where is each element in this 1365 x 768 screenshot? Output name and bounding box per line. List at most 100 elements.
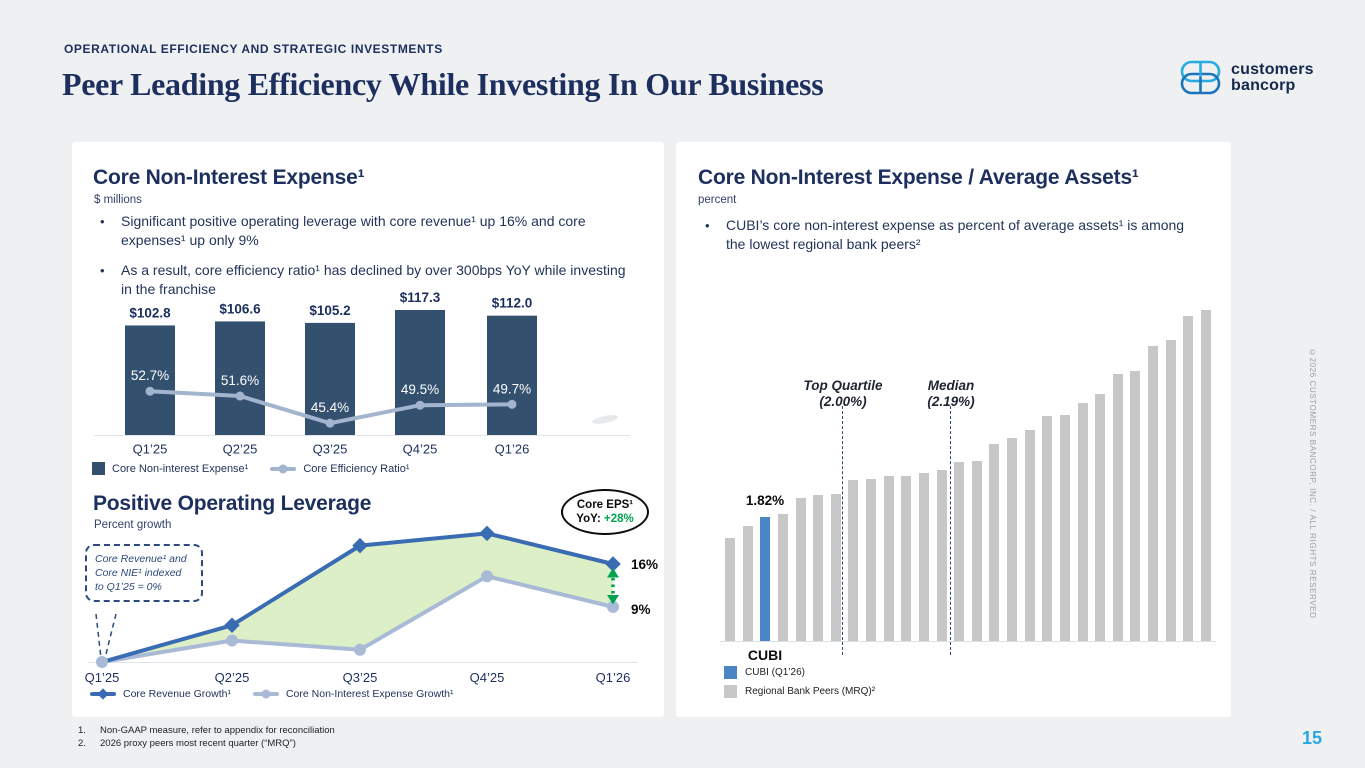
logo-text: customers bancorp — [1231, 61, 1314, 94]
efficiency-marker — [325, 418, 335, 428]
peer-bar — [971, 461, 982, 641]
leverage-chart-legend: Core Revenue Growth¹ Core Non-Interest E… — [90, 688, 453, 700]
footnote: 1. Non-GAAP measure, refer to appendix fo… — [78, 725, 335, 736]
peer-bar — [901, 476, 912, 641]
efficiency-value-label: 51.6% — [221, 373, 259, 388]
peer-bar — [1042, 416, 1053, 641]
delta-up-arrow-icon — [607, 568, 619, 578]
peers-chart-legend: CUBI (Q1’26) Regional Bank Peers (MRQ)² — [724, 666, 875, 704]
efficiency-marker — [415, 400, 425, 410]
expense-chart-unit: $ millions — [94, 194, 142, 206]
x-tick-label: Q2’25 — [223, 442, 258, 457]
legend-item: Core Revenue Growth¹ — [90, 688, 231, 700]
nie-marker — [354, 643, 366, 656]
efficiency-value-label: 49.7% — [493, 381, 531, 396]
logo-mark-icon — [1180, 60, 1221, 95]
peer-bar — [777, 514, 788, 641]
peer-bar — [989, 444, 1000, 641]
x-tick-label: Q1’26 — [596, 670, 631, 685]
x-tick-label: Q3’25 — [313, 442, 348, 457]
legend-item: Core Non-interest Expense¹ — [92, 462, 248, 475]
bar-value-label: $106.6 — [219, 301, 261, 316]
peer-bar — [1059, 415, 1070, 641]
nie-marker — [481, 570, 493, 583]
peer-bar — [725, 538, 735, 641]
x-axis-line — [720, 641, 1216, 642]
peer-bar — [1130, 371, 1141, 641]
bar-value-label: $105.2 — [309, 303, 350, 318]
x-tick-label: Q4’25 — [470, 670, 505, 685]
legend-item: Core Non-Interest Expense Growth¹ — [252, 688, 453, 700]
top-quartile-label: Top Quartile (2.00%) — [803, 378, 883, 409]
peer-bar — [1148, 346, 1158, 641]
bar-value-label: $117.3 — [400, 290, 441, 305]
legend-item: Regional Bank Peers (MRQ)² — [724, 685, 875, 698]
peer-bar — [866, 479, 876, 641]
bullet-dot: • — [100, 263, 105, 278]
right-panel: Core Non-Interest Expense / Average Asse… — [676, 142, 1231, 717]
peers-swatch-icon — [724, 685, 737, 698]
bar-value-label: $102.8 — [129, 305, 171, 320]
nie-marker — [607, 600, 619, 613]
page-title: Peer Leading Efficiency While Investing … — [62, 66, 824, 102]
efficiency-marker — [507, 399, 517, 409]
peer-bar — [1095, 394, 1106, 641]
page-number: 15 — [1302, 728, 1323, 748]
nie-marker — [96, 656, 108, 668]
peer-bar — [954, 462, 965, 641]
peer-bar — [795, 498, 806, 641]
peer-bar — [918, 473, 929, 641]
peer-bar — [1024, 430, 1035, 641]
cubi-value-label: 1.82% — [745, 493, 785, 508]
peer-bar — [1165, 340, 1176, 641]
efficiency-value-label: 45.4% — [311, 400, 349, 415]
median-line — [950, 406, 951, 655]
legend-item: Core Efficiency Ratio¹ — [270, 463, 410, 475]
leverage-chart-unit: Percent growth — [94, 519, 172, 531]
left-panel: Core Non-Interest Expense¹ $ millions • S… — [72, 142, 664, 717]
expense-bar — [487, 315, 537, 435]
bullet: • Significant positive operating leverage… — [100, 213, 586, 248]
peers-chart-title: Core Non-Interest Expense / Average Asse… — [698, 166, 1139, 189]
leverage-chart-title: Positive Operating Leverage — [93, 492, 372, 515]
peer-bar — [1077, 403, 1088, 641]
peer-bar-chart — [725, 297, 1211, 641]
efficiency-marker — [145, 386, 155, 396]
efficiency-value-label: 52.7% — [131, 368, 169, 383]
copyright-vertical: ©2026 CUSTOMERS BANCORP, INC. / ALL RIGH… — [1308, 348, 1317, 619]
legend-item: CUBI (Q1’26) — [724, 666, 875, 679]
peer-bar — [936, 470, 947, 641]
nie-marker — [226, 634, 238, 647]
cubi-axis-label: CUBI — [747, 647, 783, 663]
cubi-bar — [760, 517, 771, 641]
bullet: • As a result, core efficiency ratio¹ has… — [100, 262, 626, 297]
median-label: Median (2.19%) — [927, 378, 975, 409]
expense-bar — [125, 325, 175, 435]
line-marker-icon — [252, 689, 279, 699]
x-tick-label: Q1’26 — [495, 442, 530, 457]
peer-bar — [1183, 316, 1194, 641]
efficiency-marker — [235, 391, 245, 401]
expense-bar — [215, 321, 265, 435]
x-tick-label: Q1’25 — [85, 670, 120, 685]
company-logo: customers bancorp — [1180, 60, 1314, 96]
delta-down-arrow-icon — [607, 595, 619, 605]
x-tick-label: Q3’25 — [343, 670, 378, 685]
peers-chart-unit: percent — [698, 194, 737, 206]
x-tick-label: Q4’25 — [403, 442, 438, 457]
peer-bar — [742, 526, 753, 641]
indexing-callout: Core Revenue¹ and Core NIE¹ indexed to Q… — [85, 544, 203, 602]
cubi-swatch-icon — [724, 666, 737, 679]
x-tick-label: Q2’25 — [215, 670, 250, 685]
bar-value-label: $112.0 — [492, 296, 533, 311]
revenue-end-label: 16% — [631, 557, 658, 572]
nie-end-label: 9% — [631, 602, 651, 617]
expense-chart-title: Core Non-Interest Expense¹ — [93, 166, 365, 189]
line-diamond-icon — [90, 688, 116, 700]
peer-bar — [883, 476, 894, 641]
expense-bar-line-chart: $102.8 Q1’25 $106.6 Q2’25 $105.2 Q3’25 $117.3 Q… — [94, 290, 630, 457]
bullet-dot: • — [705, 218, 710, 233]
bullet-dot: • — [100, 214, 105, 229]
top-quartile-line — [842, 406, 843, 655]
